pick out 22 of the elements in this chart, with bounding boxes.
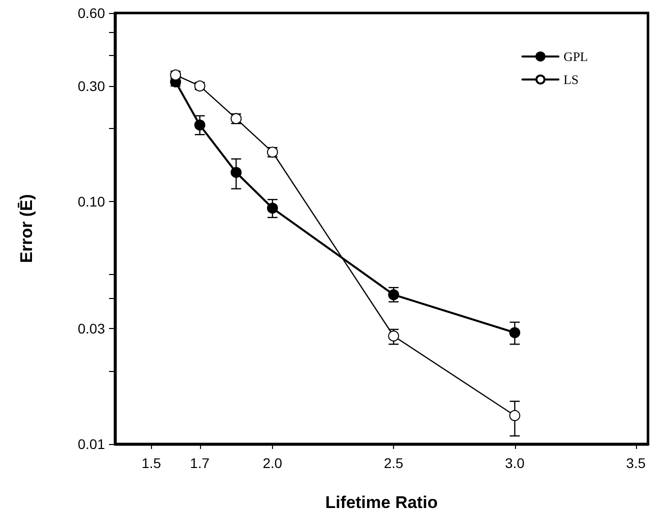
legend-label: LS bbox=[563, 72, 579, 87]
legend-label: GPL bbox=[563, 49, 588, 64]
point bbox=[194, 120, 206, 131]
y-tick-label: 0.03 bbox=[78, 320, 106, 336]
y-tick-label: 0.10 bbox=[78, 194, 106, 210]
x-tick-label: 3.5 bbox=[626, 455, 646, 471]
x-axis-title: Lifetime Ratio bbox=[325, 493, 438, 512]
x-tick-label: 3.0 bbox=[505, 455, 525, 471]
x-tick-label: 2.5 bbox=[384, 455, 404, 471]
point bbox=[230, 166, 242, 178]
point bbox=[266, 202, 278, 214]
x-tick-label: 2.0 bbox=[262, 455, 282, 471]
point bbox=[388, 330, 400, 342]
y-tick-label: 0.01 bbox=[78, 436, 106, 452]
y-axis-title: Error (Ē) bbox=[17, 194, 36, 263]
y-tick-label: 0.60 bbox=[78, 5, 106, 21]
point bbox=[388, 289, 400, 300]
point bbox=[509, 410, 520, 422]
y-tick-label: 0.30 bbox=[78, 78, 106, 94]
point bbox=[509, 327, 520, 338]
x-tick-label: 1.7 bbox=[190, 455, 210, 471]
x-tick-label: 1.5 bbox=[142, 455, 162, 471]
